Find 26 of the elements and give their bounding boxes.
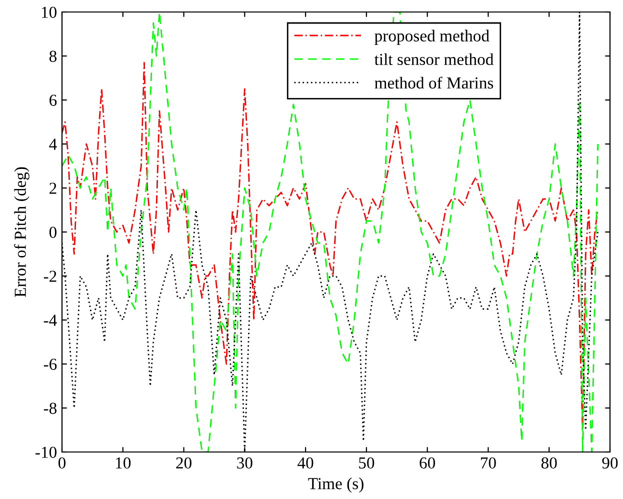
y-tick-label: -4 xyxy=(44,314,57,326)
legend-label: proposed method xyxy=(374,30,490,45)
y-tick-label: 0 xyxy=(49,226,57,238)
x-tick-label: 80 xyxy=(541,457,557,469)
x-tick-label: 70 xyxy=(480,457,496,469)
x-tick-label: 40 xyxy=(298,457,314,469)
y-tick-label: -2 xyxy=(44,270,56,282)
y-tick-label: -8 xyxy=(44,402,57,414)
x-tick-label: 60 xyxy=(420,457,436,469)
y-tick-label: -6 xyxy=(44,358,57,370)
x-tick-label: 0 xyxy=(58,457,66,469)
y-tick-label: 10 xyxy=(42,6,57,18)
legend-label: method of Marins xyxy=(374,76,494,89)
x-tick-label: 30 xyxy=(237,457,252,469)
y-tick-label: 4 xyxy=(49,138,57,150)
y-tick-label: 2 xyxy=(50,182,56,194)
x-tick-label: 10 xyxy=(116,457,131,469)
x-tick-label: 90 xyxy=(602,457,618,469)
y-tick-label: 6 xyxy=(50,94,57,106)
legend-label: tilt sensor method xyxy=(374,53,494,66)
x-tick-label: 50 xyxy=(359,457,374,469)
y-axis-title: Error of Pitch (deg) xyxy=(14,167,30,298)
y-tick-label: -10 xyxy=(36,446,57,458)
x-axis-title: Time (s) xyxy=(308,478,364,493)
y-tick-label: 8 xyxy=(49,50,57,62)
x-tick-label: 20 xyxy=(176,457,192,469)
